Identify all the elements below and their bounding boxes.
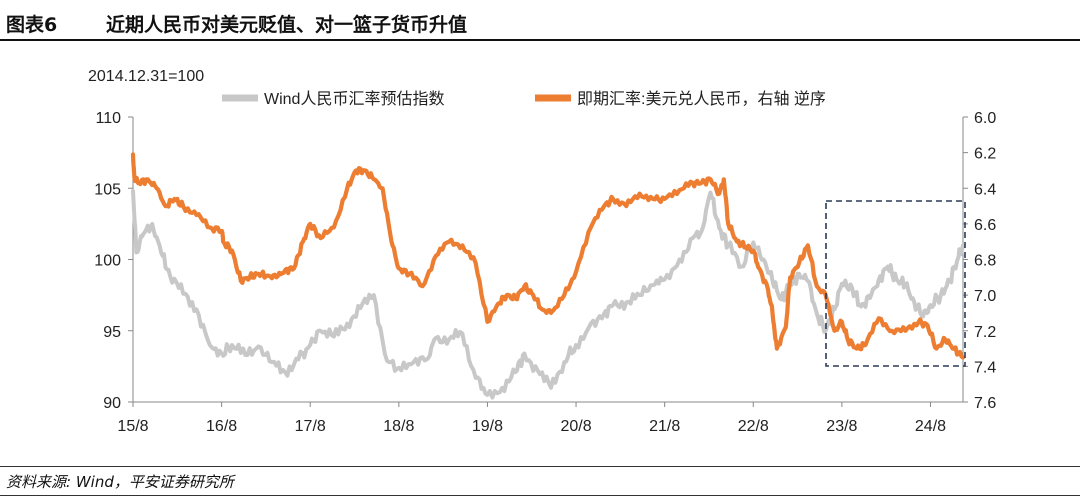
left-tick-label: 95 bbox=[103, 324, 121, 341]
series-layer bbox=[130, 152, 966, 400]
right-tick-label: 6.6 bbox=[974, 217, 996, 234]
left-tick-label: 90 bbox=[103, 395, 121, 412]
right-tick-label: 7.6 bbox=[974, 395, 996, 412]
plot-frame bbox=[132, 117, 964, 403]
series-line-spot bbox=[130, 152, 966, 360]
footer-rule bbox=[0, 466, 1080, 467]
header-rule bbox=[0, 39, 1080, 41]
axes: 90 95 100 105 110 6.0 6.2 6.4 6.6 6.8 7.0 7.2 7.4 7.6… bbox=[94, 110, 996, 435]
x-tick-label: 22/8 bbox=[738, 418, 769, 435]
right-tick-label: 6.4 bbox=[974, 181, 996, 198]
x-tick-label: 15/8 bbox=[117, 418, 148, 435]
x-tick-label: 18/8 bbox=[383, 418, 414, 435]
left-tick-label: 100 bbox=[94, 253, 121, 270]
legend-label-index: Wind人民币汇率预估指数 bbox=[264, 90, 444, 108]
bottom-rule bbox=[0, 495, 1080, 496]
right-tick-label: 6.8 bbox=[974, 253, 996, 270]
legend-label-spot: 即期汇率:美元兑人民币，右轴 逆序 bbox=[577, 90, 826, 108]
series-line-index bbox=[131, 189, 965, 400]
x-tick-label: 17/8 bbox=[295, 418, 326, 435]
x-tick-label: 16/8 bbox=[206, 418, 237, 435]
left-tick-label: 105 bbox=[94, 181, 121, 198]
right-tick-label: 7.4 bbox=[974, 359, 996, 376]
figure-number: 图表6 bbox=[6, 14, 58, 36]
right-tick-label: 6.0 bbox=[974, 110, 996, 127]
figure-header: 图表6 近期人民币对美元贬值、对一篮子货币升值 bbox=[0, 0, 1080, 40]
right-tick-label: 6.2 bbox=[974, 146, 996, 163]
figure-title: 近期人民币对美元贬值、对一篮子货币升值 bbox=[106, 14, 468, 36]
highlight-box bbox=[825, 200, 966, 367]
x-tick-label: 21/8 bbox=[649, 418, 680, 435]
x-tick-label: 19/8 bbox=[472, 418, 503, 435]
chart: 2014.12.31=100 Wind人民币汇率预估指数 即期汇率:美元兑人民币… bbox=[88, 68, 996, 435]
x-tick-label: 23/8 bbox=[826, 418, 857, 435]
source-note: 资料来源: Wind，平安证券研究所 bbox=[6, 473, 234, 491]
x-tick-label: 20/8 bbox=[560, 418, 591, 435]
right-tick-label: 7.2 bbox=[974, 324, 996, 341]
base-note: 2014.12.31=100 bbox=[88, 68, 204, 85]
x-tick-label: 24/8 bbox=[915, 418, 946, 435]
left-tick-label: 110 bbox=[95, 110, 121, 127]
right-tick-label: 7.0 bbox=[974, 288, 996, 305]
legend: Wind人民币汇率预估指数 即期汇率:美元兑人民币，右轴 逆序 bbox=[222, 90, 826, 108]
